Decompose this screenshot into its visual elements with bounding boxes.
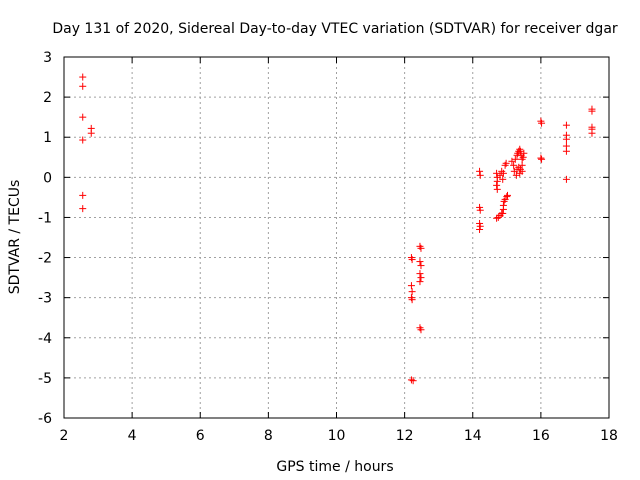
x-tick-label: 14 bbox=[464, 428, 482, 444]
data-point bbox=[510, 161, 518, 169]
data-point bbox=[87, 129, 95, 137]
data-point bbox=[502, 159, 510, 167]
data-point bbox=[588, 107, 596, 115]
data-point bbox=[476, 167, 484, 175]
y-tick-label: -6 bbox=[38, 411, 52, 427]
x-tick-label: 6 bbox=[196, 428, 205, 444]
y-tick-label: -5 bbox=[38, 371, 52, 387]
data-point bbox=[493, 177, 501, 185]
data-point bbox=[562, 147, 570, 155]
data-point bbox=[493, 185, 501, 193]
x-tick-label: 12 bbox=[396, 428, 414, 444]
data-point bbox=[79, 82, 87, 90]
y-tick-label: 1 bbox=[43, 130, 52, 146]
y-tick-label: 3 bbox=[43, 50, 52, 66]
data-point bbox=[476, 222, 484, 230]
x-tick-label: 2 bbox=[60, 428, 69, 444]
y-tick-label: 2 bbox=[43, 90, 52, 106]
data-point bbox=[416, 278, 424, 286]
data-point bbox=[511, 155, 519, 163]
data-point bbox=[79, 191, 87, 199]
data-point bbox=[516, 169, 524, 177]
x-tick-label: 16 bbox=[532, 428, 550, 444]
data-point bbox=[417, 274, 425, 282]
data-point bbox=[79, 205, 87, 213]
data-point bbox=[520, 149, 528, 157]
data-point bbox=[476, 206, 484, 214]
data-point bbox=[79, 136, 87, 144]
data-point bbox=[408, 288, 416, 296]
data-point bbox=[537, 154, 545, 162]
data-point bbox=[562, 175, 570, 183]
data-point bbox=[417, 262, 425, 270]
data-point bbox=[562, 135, 570, 143]
data-point bbox=[499, 175, 507, 183]
grid bbox=[64, 57, 609, 418]
data-point bbox=[416, 270, 424, 278]
data-point bbox=[519, 153, 527, 161]
data-point bbox=[476, 225, 484, 233]
chart-title: Day 131 of 2020, Sidereal Day-to-day VTE… bbox=[52, 21, 618, 37]
data-point bbox=[493, 181, 501, 189]
y-tick-label: -3 bbox=[38, 291, 52, 307]
x-tick-label: 8 bbox=[264, 428, 273, 444]
x-tick-label: 18 bbox=[600, 428, 618, 444]
data-point bbox=[503, 193, 511, 201]
data-point bbox=[409, 377, 417, 385]
data-point bbox=[79, 73, 87, 81]
data-point bbox=[408, 256, 416, 264]
y-axis-title: SDTVAR / TECUs bbox=[7, 180, 23, 295]
y-tick-label: 0 bbox=[43, 170, 52, 186]
data-point bbox=[562, 121, 570, 129]
data-point bbox=[499, 169, 507, 177]
data-point bbox=[538, 119, 546, 127]
data-point bbox=[588, 129, 596, 137]
data-point bbox=[499, 209, 507, 217]
data-point bbox=[417, 244, 425, 252]
y-tick-label: -1 bbox=[38, 210, 52, 226]
data-point bbox=[499, 205, 507, 213]
data-point bbox=[503, 191, 511, 199]
y-tick-label: -2 bbox=[38, 251, 52, 267]
data-points bbox=[79, 73, 596, 385]
data-point bbox=[79, 113, 87, 121]
x-tick-label: 10 bbox=[328, 428, 346, 444]
data-point bbox=[407, 376, 415, 384]
data-point bbox=[417, 326, 425, 334]
data-point bbox=[518, 161, 526, 169]
data-point bbox=[408, 296, 416, 304]
data-point bbox=[416, 258, 424, 266]
data-point bbox=[476, 171, 484, 179]
x-tick-label: 4 bbox=[128, 428, 137, 444]
x-axis-title: GPS time / hours bbox=[276, 459, 393, 475]
data-point bbox=[407, 282, 415, 290]
y-tick-label: -4 bbox=[38, 331, 52, 347]
data-point bbox=[538, 155, 546, 163]
